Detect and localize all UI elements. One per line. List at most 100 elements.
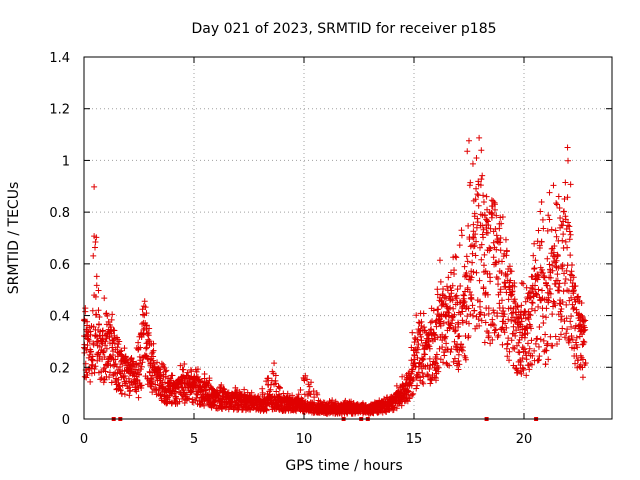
data-point: [518, 370, 525, 377]
data-point: [502, 320, 509, 327]
data-point: [467, 179, 474, 186]
data-point: [118, 351, 125, 358]
data-point: [93, 282, 100, 289]
data-point: [458, 232, 465, 239]
data-point: [528, 325, 535, 332]
data-point: [542, 331, 549, 338]
data-point: [531, 265, 538, 272]
data-point: [112, 360, 119, 367]
data-point: [111, 327, 118, 334]
data-point: [176, 398, 183, 405]
data-point: [540, 337, 547, 344]
data-point: [308, 379, 315, 386]
data-point: [562, 179, 569, 186]
data-point: [201, 371, 208, 378]
data-point: [435, 306, 442, 313]
data-point: [582, 317, 589, 324]
data-point: [464, 284, 471, 291]
data-point: [201, 402, 208, 409]
data-point: [86, 351, 93, 358]
data-point: [477, 309, 484, 316]
data-point: [497, 247, 504, 254]
data-point: [413, 312, 420, 319]
data-point: [405, 388, 412, 395]
data-point: [498, 220, 505, 227]
data-point: [90, 341, 97, 348]
data-point: [569, 280, 576, 287]
data-point: [420, 380, 427, 387]
data-point: [572, 325, 579, 332]
data-point: [504, 271, 511, 278]
data-point: [99, 327, 106, 334]
data-point: [173, 395, 180, 402]
data-point: [181, 360, 188, 367]
data-point: [418, 337, 425, 344]
y-tick-label: 1: [62, 154, 70, 169]
data-point: [528, 299, 535, 306]
data-point: [557, 331, 564, 338]
data-point: [124, 382, 131, 389]
data-point: [143, 352, 150, 359]
data-point: [414, 354, 421, 361]
data-point: [511, 283, 518, 290]
data-point: [108, 316, 115, 323]
data-point: [188, 387, 195, 394]
data-point: [554, 271, 561, 278]
data-point: [567, 181, 574, 188]
data-point: [218, 382, 225, 389]
data-point: [132, 370, 139, 377]
data-point: [489, 321, 496, 328]
data-point: [522, 348, 529, 355]
data-point: [150, 353, 157, 360]
data-point: [493, 212, 500, 219]
data-point: [466, 288, 473, 295]
data-point: [536, 324, 543, 331]
data-point: [452, 327, 459, 334]
data-point: [329, 397, 336, 404]
data-point: [567, 231, 574, 238]
data-point: [561, 334, 568, 341]
data-point: [560, 288, 567, 295]
data-point: [540, 319, 547, 326]
data-point: [581, 339, 588, 346]
data-point: [433, 360, 439, 367]
data-point: [543, 314, 549, 321]
data-point: [414, 336, 421, 343]
data-point: [437, 356, 444, 363]
data-point: [454, 286, 461, 293]
data-point: [468, 296, 475, 303]
data-point: [181, 389, 188, 396]
data-point: [95, 287, 102, 294]
data-point: [481, 212, 488, 219]
data-point: [477, 303, 483, 310]
data-point: [139, 321, 146, 328]
data-point: [91, 183, 98, 190]
data-point: [440, 320, 447, 327]
data-point: [101, 295, 108, 302]
data-point: [552, 302, 559, 309]
data-point: [469, 302, 476, 309]
data-point: [539, 266, 546, 273]
data-point: [169, 372, 176, 379]
data-point: [271, 360, 278, 367]
data-point: [497, 286, 504, 293]
data-point: [98, 374, 105, 381]
data-point: [415, 319, 422, 326]
data-point: [565, 222, 571, 229]
data-point: [284, 390, 291, 397]
data-point: [418, 361, 425, 368]
data-point: [470, 221, 477, 228]
data-point: [482, 319, 489, 326]
data-point: [450, 305, 457, 312]
data-point: [444, 283, 450, 290]
data-point: [461, 292, 468, 299]
data-point: [532, 257, 539, 264]
data-point: [272, 372, 279, 379]
data-point: [446, 362, 453, 369]
data-point: [568, 262, 575, 269]
data-point: [110, 371, 117, 378]
data-point: [89, 307, 96, 314]
data-point: [306, 390, 313, 397]
data-point: [427, 376, 434, 383]
data-point: [579, 374, 586, 381]
